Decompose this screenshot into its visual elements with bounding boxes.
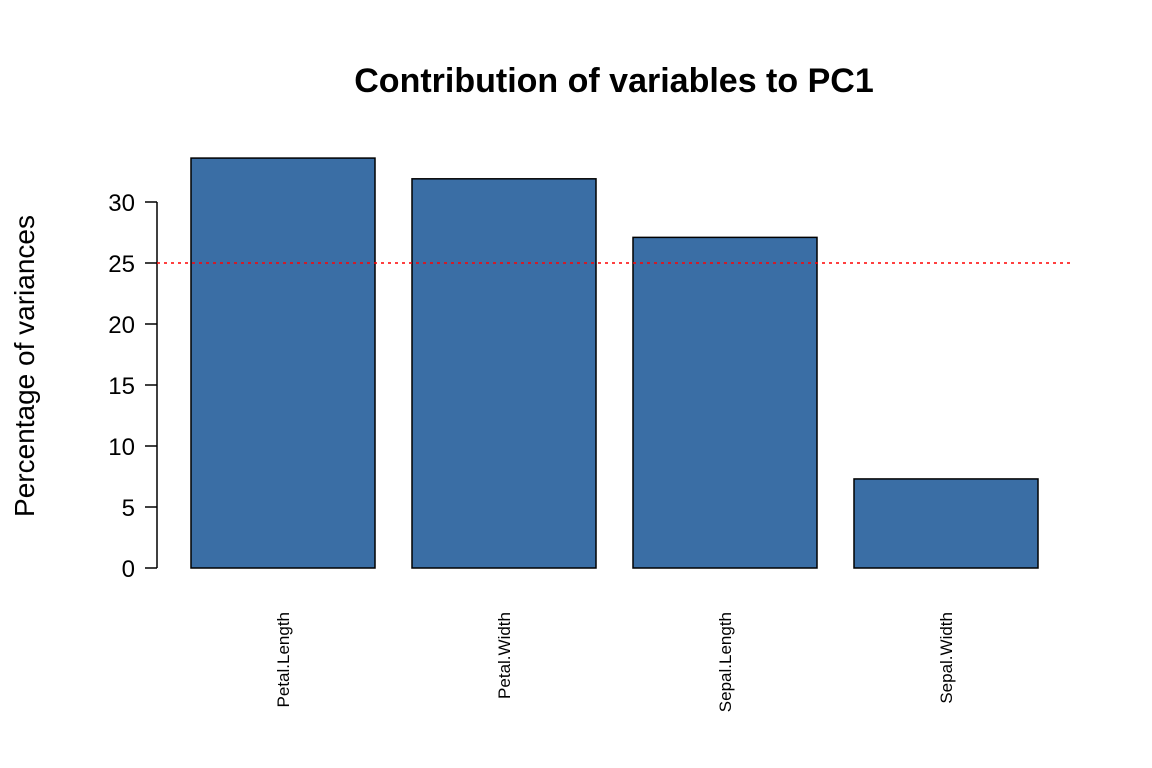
y-tick-label: 25: [108, 251, 135, 278]
chart-title: Contribution of variables to PC1: [354, 62, 873, 100]
y-axis: 0 5 10 15 20 25 30: [108, 190, 158, 583]
x-tick-label: Sepal.Length: [716, 612, 735, 712]
x-tick-label: Sepal.Width: [937, 612, 956, 704]
bar-petal-width: [411, 178, 597, 569]
bar-sepal-length: [632, 236, 818, 569]
bars-group: [190, 157, 1039, 569]
y-tick-label: 30: [108, 190, 135, 217]
y-tick-label: 15: [108, 373, 135, 400]
y-tick-label: 10: [108, 434, 135, 461]
x-tick-label: Petal.Length: [274, 612, 293, 707]
y-axis-label: Percentage of variances: [9, 215, 40, 517]
y-tick-label: 0: [122, 556, 135, 583]
x-tick-labels: Petal.Length Petal.Width Sepal.Length Sepal…: [274, 612, 956, 712]
y-tick-label: 5: [122, 495, 135, 522]
bar-sepal-width: [853, 478, 1039, 569]
y-tick-label: 20: [108, 312, 135, 339]
bar-petal-length: [190, 157, 376, 569]
x-tick-label: Petal.Width: [495, 612, 514, 699]
